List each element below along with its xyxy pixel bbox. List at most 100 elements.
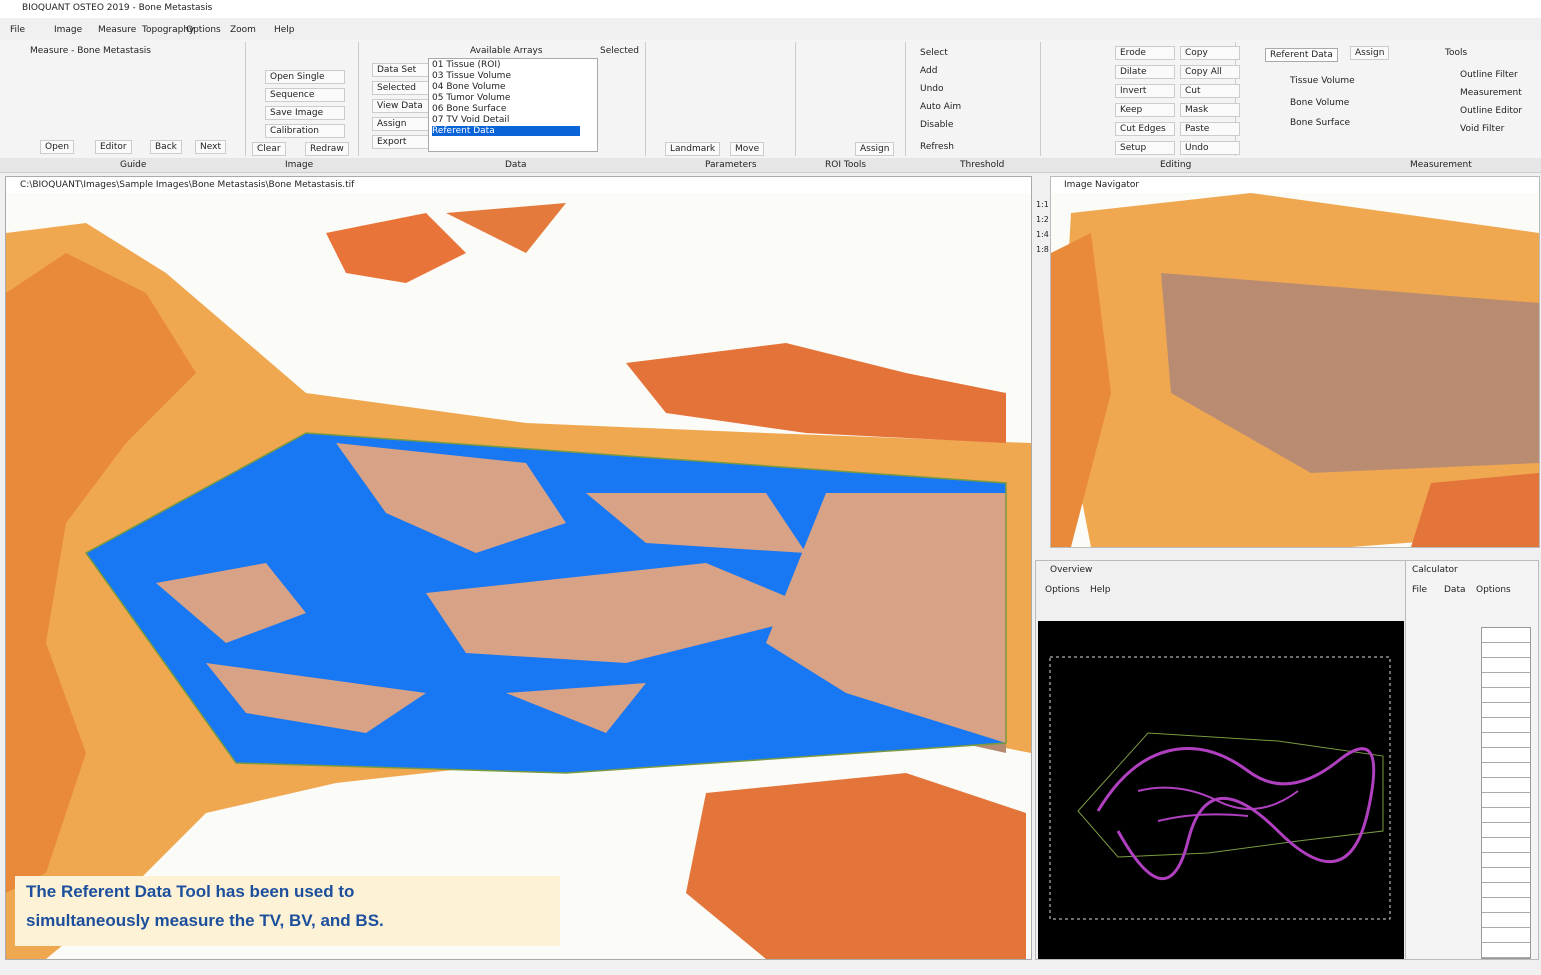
label: Data bbox=[1444, 585, 1466, 595]
label: 04 Bone Volume bbox=[432, 82, 506, 92]
menu-item[interactable]: Help bbox=[274, 25, 295, 35]
calculator-window bbox=[1405, 560, 1539, 960]
label: Auto Aim bbox=[920, 102, 962, 112]
button[interactable]: Move bbox=[730, 142, 765, 156]
label: Bone Volume bbox=[1290, 98, 1350, 108]
label: Available Arrays bbox=[470, 46, 543, 56]
button[interactable]: Calibration bbox=[265, 124, 345, 138]
label: 1:8 bbox=[1036, 245, 1049, 254]
button[interactable]: Back bbox=[150, 140, 182, 154]
image-window bbox=[5, 176, 1032, 960]
button[interactable]: Assign bbox=[1350, 46, 1390, 60]
label: Add bbox=[920, 66, 938, 76]
navigator-window bbox=[1050, 176, 1540, 548]
label: Referent Data bbox=[432, 126, 580, 136]
button[interactable]: Selected bbox=[372, 81, 430, 95]
array-list[interactable] bbox=[428, 58, 598, 152]
button[interactable]: Mask bbox=[1180, 103, 1240, 117]
button[interactable]: Clear bbox=[252, 142, 286, 156]
label: Undo bbox=[920, 84, 944, 94]
label: Help bbox=[1090, 585, 1111, 595]
button[interactable]: Assign bbox=[855, 142, 895, 156]
overview-window bbox=[1035, 560, 1407, 960]
button[interactable]: Assign bbox=[372, 117, 430, 131]
label: C:\BIOQUANT\Images\Sample Images\Bone Me… bbox=[20, 180, 355, 190]
separator bbox=[1235, 42, 1236, 156]
menu-item[interactable]: File bbox=[10, 25, 26, 35]
separator bbox=[1040, 42, 1041, 156]
label: Tissue Volume bbox=[1290, 76, 1355, 86]
label: Referent Data bbox=[1265, 48, 1338, 62]
button[interactable]: Dilate bbox=[1115, 65, 1175, 79]
button[interactable]: Paste bbox=[1180, 122, 1240, 136]
button[interactable]: Next bbox=[195, 140, 226, 154]
label: Threshold bbox=[960, 160, 1005, 170]
label: Measure - Bone Metastasis bbox=[30, 46, 151, 56]
menu-item[interactable]: Zoom bbox=[230, 25, 256, 35]
menu-item[interactable]: Topography bbox=[142, 25, 195, 35]
label: ROI Tools bbox=[825, 160, 867, 170]
button[interactable]: Copy All bbox=[1180, 65, 1240, 79]
label: Overview bbox=[1050, 565, 1093, 575]
label: 07 TV Void Detail bbox=[432, 115, 510, 125]
button[interactable]: Keep bbox=[1115, 103, 1175, 117]
button[interactable]: Landmark bbox=[665, 142, 721, 156]
button[interactable]: Data Set bbox=[372, 63, 430, 77]
button[interactable]: Undo bbox=[1180, 141, 1240, 155]
button[interactable]: Setup bbox=[1115, 141, 1175, 155]
label: Editing bbox=[1160, 160, 1192, 170]
button[interactable]: Save Image bbox=[265, 106, 345, 120]
button[interactable]: Cut bbox=[1180, 84, 1240, 98]
label: Bone Surface bbox=[1290, 118, 1351, 128]
button[interactable]: Open Single bbox=[265, 70, 345, 84]
separator bbox=[795, 42, 796, 156]
side-toolbar bbox=[1033, 192, 1051, 532]
label: Outline Editor bbox=[1460, 106, 1523, 116]
overview-canvas bbox=[1038, 621, 1404, 959]
label: Options bbox=[1045, 585, 1080, 595]
separator bbox=[358, 42, 359, 156]
separator bbox=[905, 42, 906, 156]
label: Image bbox=[285, 160, 314, 170]
label: BIOQUANT OSTEO 2019 - Bone Metastasis bbox=[22, 3, 213, 13]
label: Measurement bbox=[1460, 88, 1522, 98]
label: 03 Tissue Volume bbox=[432, 71, 511, 81]
button[interactable]: Editor bbox=[95, 140, 132, 154]
navigator-image bbox=[1051, 193, 1539, 547]
tissue-image bbox=[6, 193, 1031, 959]
button[interactable]: Redraw bbox=[305, 142, 349, 156]
menu-item[interactable]: Measure bbox=[98, 25, 137, 35]
label: Guide bbox=[120, 160, 147, 170]
label: Selected bbox=[600, 46, 640, 56]
ribbon-group-bar bbox=[0, 158, 1541, 172]
separator bbox=[245, 42, 246, 156]
button[interactable]: Copy bbox=[1180, 46, 1240, 60]
button[interactable]: Export bbox=[372, 135, 430, 149]
button[interactable]: Invert bbox=[1115, 84, 1175, 98]
button[interactable]: Open bbox=[40, 140, 75, 154]
caption-box bbox=[15, 876, 560, 946]
button[interactable]: Cut Edges bbox=[1115, 122, 1175, 136]
label: Select bbox=[920, 48, 948, 58]
label: 1:1 bbox=[1036, 200, 1049, 209]
label: Disable bbox=[920, 120, 954, 130]
label: Data bbox=[505, 160, 527, 170]
label: Image Navigator bbox=[1064, 180, 1140, 190]
label: File bbox=[1412, 585, 1428, 595]
button[interactable]: Sequence bbox=[265, 88, 345, 102]
menu-item[interactable]: Image bbox=[54, 25, 83, 35]
label: simultaneously measure the TV, BV, and B… bbox=[26, 911, 384, 930]
label: Outline Filter bbox=[1460, 70, 1518, 80]
calculator-values bbox=[1481, 627, 1531, 959]
button[interactable]: Erode bbox=[1115, 46, 1175, 60]
label: Tools bbox=[1445, 48, 1468, 58]
label: 1:4 bbox=[1036, 230, 1049, 239]
label: Parameters bbox=[705, 160, 757, 170]
button[interactable]: View Data bbox=[372, 99, 430, 113]
label: Options bbox=[1476, 585, 1511, 595]
label: Void Filter bbox=[1460, 124, 1505, 134]
label: 05 Tumor Volume bbox=[432, 93, 511, 103]
label: Measurement bbox=[1410, 160, 1472, 170]
menu-item[interactable]: Options bbox=[186, 25, 221, 35]
label: Refresh bbox=[920, 142, 954, 152]
